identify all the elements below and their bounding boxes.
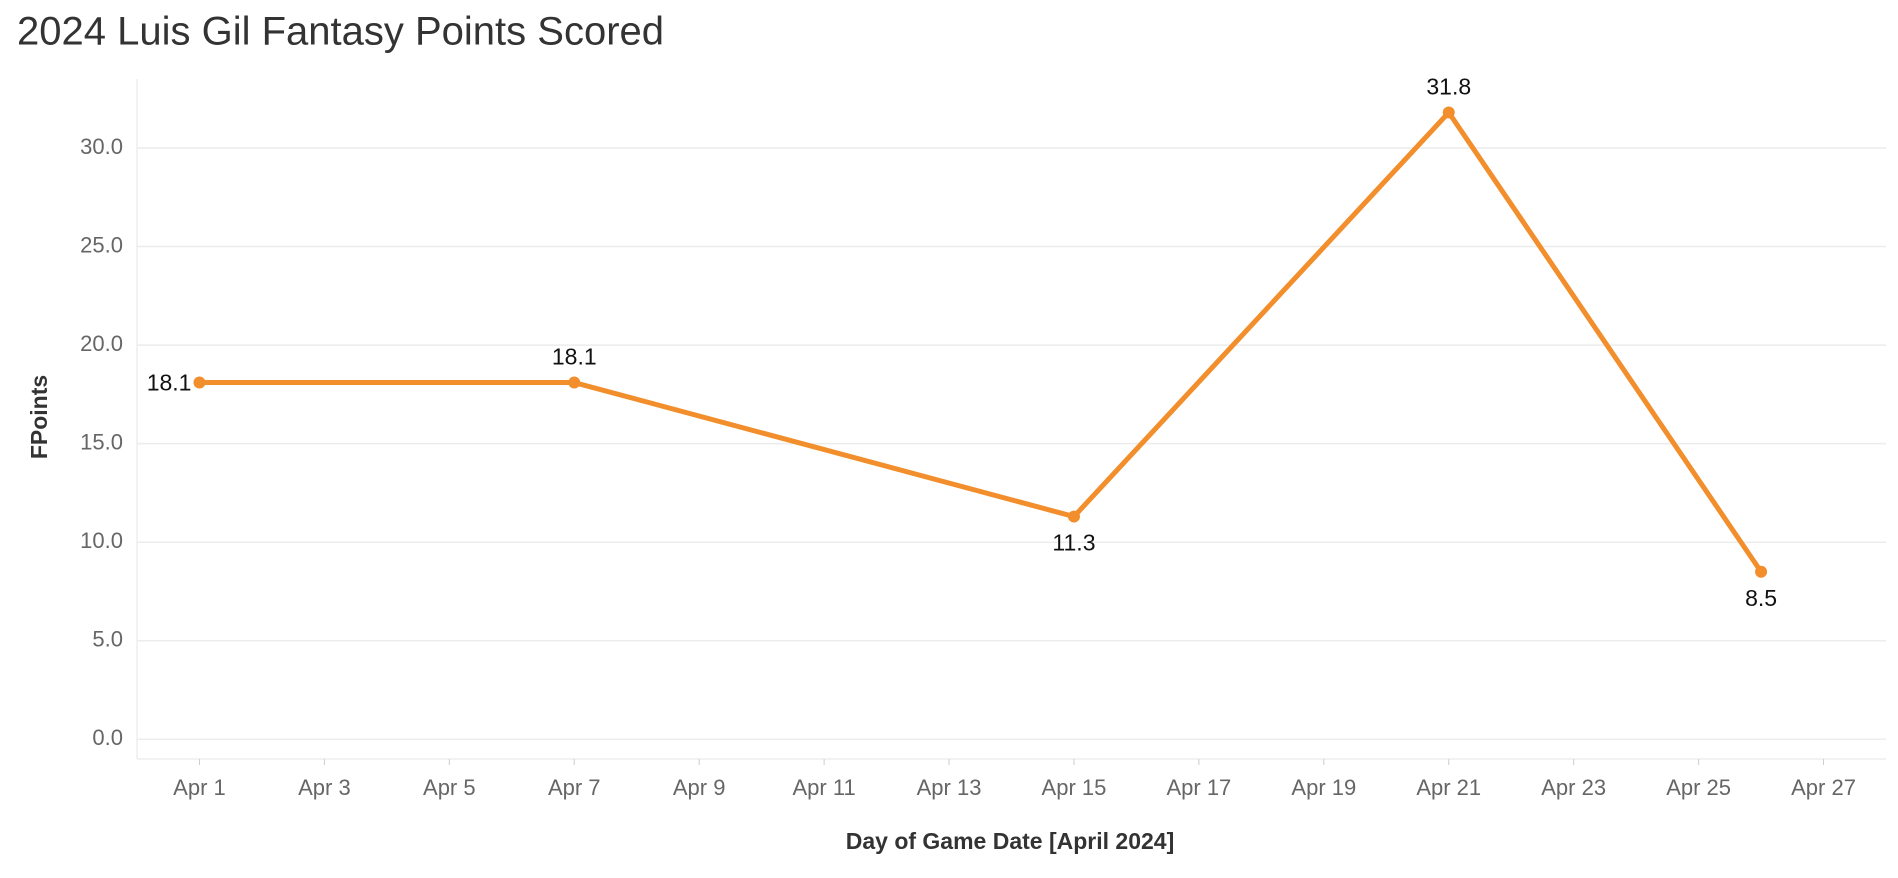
chart-title: 2024 Luis Gil Fantasy Points Scored: [17, 10, 664, 54]
x-tick-label: Apr 27: [1791, 775, 1856, 800]
y-tick-label: 10.0: [80, 528, 123, 553]
x-tick-label: Apr 17: [1166, 775, 1231, 800]
point: [193, 376, 206, 389]
x-tick-label: Apr 9: [673, 775, 726, 800]
x-tick-label: Apr 5: [423, 775, 476, 800]
x-tick-label: Apr 11: [793, 775, 856, 800]
y-tick-label: 5.0: [92, 627, 123, 652]
point: [1442, 106, 1455, 119]
data-label: 18.1: [552, 344, 597, 370]
x-tick-label: Apr 21: [1416, 775, 1481, 800]
y-tick-label: 20.0: [80, 331, 123, 356]
data-label: 18.1: [147, 370, 192, 396]
point: [568, 376, 581, 389]
y-tick-label: 15.0: [80, 429, 123, 454]
line: [199, 110, 1764, 574]
data-label: 31.8: [1426, 74, 1471, 100]
x-tick-label: Apr 19: [1291, 775, 1356, 800]
y-axis-title: FPoints: [26, 375, 52, 459]
x-axis-title: Day of Game Date [April 2024]: [846, 828, 1175, 854]
point: [1067, 510, 1080, 523]
data-label: 11.3: [1052, 530, 1095, 556]
x-tick-label: Apr 3: [298, 775, 351, 800]
x-tick-label: Apr 13: [917, 775, 982, 800]
x-tick-label: Apr 25: [1666, 775, 1731, 800]
x-tick-label: Apr 1: [173, 775, 226, 800]
x-tick-label: Apr 7: [548, 775, 601, 800]
y-tick-label: 25.0: [80, 232, 123, 257]
x-tick-label: Apr 23: [1541, 775, 1606, 800]
point: [1755, 565, 1768, 578]
x-tick-label: Apr 15: [1042, 775, 1107, 800]
y-tick-label: 30.0: [80, 134, 123, 159]
data-label: 8.5: [1745, 585, 1777, 611]
y-tick-label: 0.0: [92, 725, 123, 750]
